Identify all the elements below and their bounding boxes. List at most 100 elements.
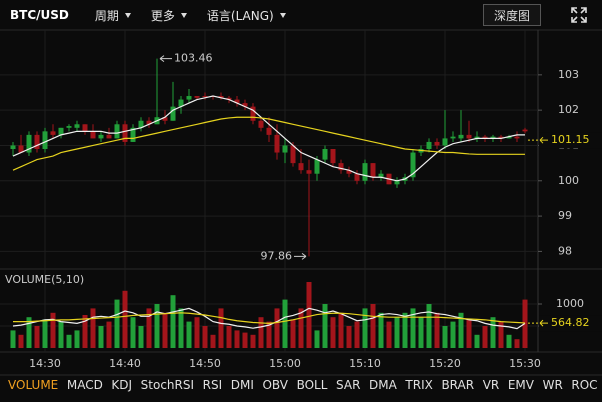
volume-bar xyxy=(58,321,64,348)
candle-body xyxy=(82,124,88,132)
candle-body xyxy=(146,120,152,125)
volume-bar xyxy=(410,308,416,348)
menu-label: 更多 xyxy=(150,8,175,23)
volume-bar xyxy=(282,299,288,348)
tab[interactable]: VR xyxy=(482,378,500,392)
volume-bar xyxy=(514,339,520,348)
candle-body xyxy=(410,152,416,178)
candle-body xyxy=(234,99,240,104)
high-label: 103.46 xyxy=(174,52,213,65)
candle-body xyxy=(314,159,320,174)
candle-body xyxy=(490,136,496,139)
candle-body xyxy=(426,141,432,149)
volume-bar xyxy=(210,334,216,348)
y-tick-label: 98 xyxy=(558,244,572,257)
tab[interactable]: DMI xyxy=(230,378,254,392)
ma-line xyxy=(13,312,526,324)
candle-body xyxy=(186,96,192,100)
y-tick-label: 103 xyxy=(558,68,579,81)
depth-button[interactable]: 深度图 xyxy=(483,4,541,26)
volume-bar xyxy=(274,308,280,348)
symbol[interactable]: BTC/USD xyxy=(10,8,69,22)
volume-bar xyxy=(346,326,352,348)
menu-label: 周期 xyxy=(94,8,119,23)
volume-bar xyxy=(26,317,32,348)
volume-bar xyxy=(114,299,120,348)
volume-bar xyxy=(218,308,224,348)
menu[interactable]: 语言(LANG) xyxy=(207,7,286,24)
volume-bar xyxy=(370,304,376,348)
volume-bar xyxy=(402,312,408,348)
tab[interactable]: DMA xyxy=(369,378,397,392)
candle-body xyxy=(330,149,336,164)
arrow xyxy=(294,252,307,260)
marker-label: 101.15 xyxy=(551,133,590,146)
tab[interactable]: ROC xyxy=(571,378,598,392)
tab[interactable]: TRIX xyxy=(405,378,433,392)
tab[interactable]: WR xyxy=(542,378,563,392)
candle-body xyxy=(258,120,264,128)
volume-bar xyxy=(50,312,56,348)
volume-bar xyxy=(170,295,176,348)
volume-bar xyxy=(186,321,192,348)
volume-bar xyxy=(386,321,392,348)
candle-body xyxy=(122,124,128,142)
volume-bar xyxy=(466,319,472,348)
x-tick-label: 14:30 xyxy=(29,357,61,370)
tab[interactable]: BOLL xyxy=(296,378,328,392)
tab[interactable]: KDJ xyxy=(111,378,133,392)
tab[interactable]: EMV xyxy=(507,378,534,392)
candle-body xyxy=(42,131,48,149)
volume-bar xyxy=(226,326,232,348)
marker-arrow xyxy=(539,136,548,144)
candle-body xyxy=(322,149,328,160)
candle-body xyxy=(10,145,16,149)
candle-body xyxy=(442,138,448,146)
candle-body xyxy=(458,134,464,139)
volume-bar xyxy=(266,321,272,348)
tab[interactable]: VOLUME xyxy=(8,378,59,392)
volume-bar xyxy=(354,321,360,348)
menu[interactable]: 周期 xyxy=(95,7,131,24)
candle-body xyxy=(202,96,208,98)
candle-body xyxy=(162,117,168,121)
tab[interactable]: SAR xyxy=(336,378,361,392)
arrow xyxy=(159,55,172,63)
volume-bar xyxy=(130,317,136,348)
candle-body xyxy=(178,99,184,107)
volume-bar xyxy=(162,312,168,348)
menu[interactable]: 更多 xyxy=(151,7,187,24)
volume-bar xyxy=(330,317,336,348)
candle-body xyxy=(26,134,32,153)
tab[interactable]: RSI xyxy=(202,378,223,392)
volume-bar xyxy=(482,326,488,348)
candle-body xyxy=(434,141,440,146)
volume-tick-label: 1000 xyxy=(556,297,584,310)
volume-bar xyxy=(66,334,72,348)
fullscreen-icon[interactable] xyxy=(570,6,588,24)
candle-body xyxy=(34,134,40,149)
y-tick-label: 102 xyxy=(558,103,579,116)
candle-body xyxy=(90,131,96,139)
candle-body xyxy=(50,131,56,135)
tab[interactable]: OBV xyxy=(262,378,288,392)
candle-body xyxy=(170,106,176,121)
tab[interactable]: StochRSI xyxy=(140,378,195,392)
candle-body xyxy=(130,127,136,142)
volume-bar xyxy=(442,326,448,348)
volume-bar xyxy=(474,334,480,348)
volume-bar xyxy=(434,312,440,348)
volume-bar xyxy=(426,304,432,348)
tab[interactable]: BRAR xyxy=(441,378,475,392)
candle-body xyxy=(338,163,344,171)
candle-body xyxy=(74,124,80,128)
x-tick-label: 15:20 xyxy=(429,357,461,370)
candle-body xyxy=(226,97,232,100)
volume-bar xyxy=(242,332,248,348)
volume-bar xyxy=(394,317,400,348)
candle-body xyxy=(474,136,480,139)
tab[interactable]: MACD xyxy=(66,378,103,392)
volume-bar xyxy=(258,317,264,348)
ma-line xyxy=(12,307,526,330)
